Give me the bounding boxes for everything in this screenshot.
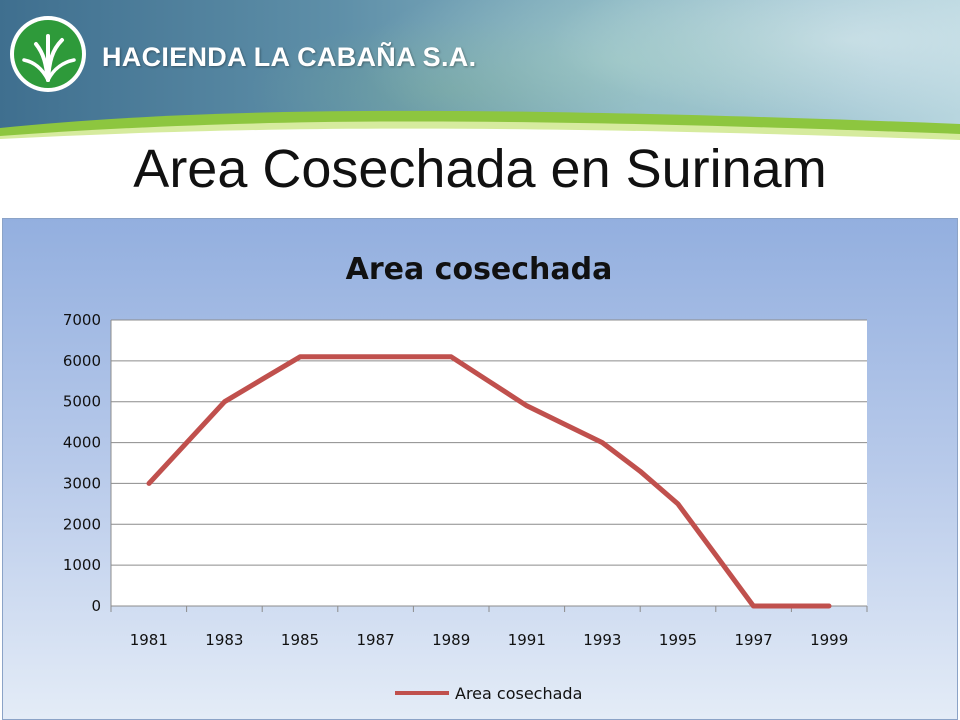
chart-title: Area cosechada	[346, 252, 613, 287]
series-group	[146, 354, 832, 609]
x-tick-label: 1997	[735, 631, 773, 649]
slide-title: Area Cosechada en Surinam	[133, 139, 827, 199]
y-tick-label: 4000	[63, 434, 101, 452]
legend-label: Area cosechada	[455, 684, 582, 703]
header-wave	[0, 110, 960, 140]
slide-header: HACIENDA LA CABAÑA S.A.	[0, 0, 960, 140]
y-tick-label: 7000	[63, 311, 101, 329]
chart-panel: Area cosechada 0 1000 2000 3000 4000 5000 6000…	[2, 218, 958, 720]
y-tick-label: 6000	[63, 352, 101, 370]
x-tick-label: 1993	[583, 631, 621, 649]
y-tick-label: 5000	[63, 393, 101, 411]
company-name: HACIENDA LA CABAÑA S.A.	[102, 42, 477, 72]
palm-leaf-logo-icon	[10, 16, 86, 92]
line-chart: Area cosechada 0 1000 2000 3000 4000 5000 6000…	[63, 252, 868, 703]
y-tick-label: 3000	[63, 474, 101, 492]
series-line	[146, 354, 832, 609]
plot-area	[111, 320, 867, 606]
y-axis: 0 1000 2000 3000 4000 5000 6000 7000	[63, 311, 112, 615]
x-tick-label: 1987	[357, 631, 395, 649]
y-tick-label: 1000	[63, 556, 101, 574]
y-tick-label: 0	[91, 597, 101, 615]
x-tick-label: 1995	[659, 631, 697, 649]
x-tick-label: 1999	[810, 631, 848, 649]
x-tick-label: 1983	[205, 631, 243, 649]
x-axis: 1981 1983 1985 1987 1989 1991 1993 1995 1997 1999	[110, 605, 868, 649]
x-tick-label: 1989	[432, 631, 470, 649]
x-tick-label: 1985	[281, 631, 319, 649]
legend: Area cosechada	[395, 684, 582, 703]
x-tick-label: 1991	[508, 631, 546, 649]
y-tick-label: 2000	[63, 515, 101, 533]
x-tick-label: 1981	[130, 631, 168, 649]
